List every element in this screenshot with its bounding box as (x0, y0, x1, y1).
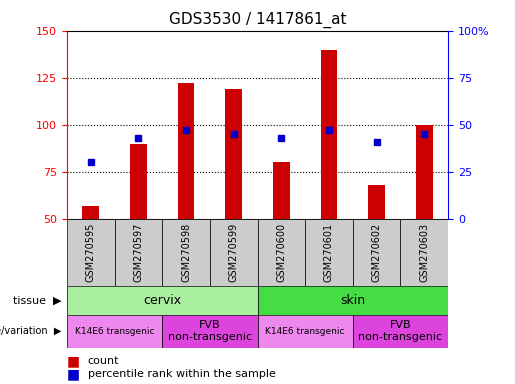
FancyBboxPatch shape (353, 219, 401, 286)
Text: ■: ■ (67, 367, 80, 381)
Text: GSM270597: GSM270597 (133, 223, 143, 282)
FancyBboxPatch shape (67, 286, 258, 315)
FancyBboxPatch shape (67, 315, 162, 348)
Bar (226, 89, 242, 219)
FancyBboxPatch shape (67, 219, 114, 286)
Text: FVB
non-transgenic: FVB non-transgenic (168, 320, 252, 342)
Bar (368, 185, 385, 219)
FancyBboxPatch shape (353, 315, 448, 348)
Text: GSM270599: GSM270599 (229, 223, 238, 282)
Text: count: count (88, 356, 119, 366)
FancyBboxPatch shape (210, 219, 258, 286)
Text: GSM270601: GSM270601 (324, 223, 334, 282)
FancyBboxPatch shape (162, 315, 258, 348)
FancyBboxPatch shape (114, 219, 162, 286)
Text: genotype/variation  ▶: genotype/variation ▶ (0, 326, 62, 336)
Text: ■: ■ (67, 354, 80, 368)
FancyBboxPatch shape (162, 219, 210, 286)
FancyBboxPatch shape (305, 219, 353, 286)
FancyBboxPatch shape (258, 315, 353, 348)
Bar (416, 125, 433, 219)
Bar (82, 206, 99, 219)
FancyBboxPatch shape (258, 219, 305, 286)
Text: GSM270600: GSM270600 (277, 223, 286, 282)
FancyBboxPatch shape (401, 219, 448, 286)
Bar (273, 162, 289, 219)
Text: GSM270603: GSM270603 (419, 223, 429, 282)
Text: GSM270598: GSM270598 (181, 223, 191, 282)
Text: GSM270595: GSM270595 (86, 223, 96, 282)
Text: K14E6 transgenic: K14E6 transgenic (75, 327, 154, 336)
Text: cervix: cervix (143, 294, 181, 307)
Bar (130, 144, 147, 219)
Text: K14E6 transgenic: K14E6 transgenic (265, 327, 345, 336)
FancyBboxPatch shape (258, 286, 448, 315)
Text: skin: skin (340, 294, 365, 307)
Text: percentile rank within the sample: percentile rank within the sample (88, 369, 276, 379)
Text: tissue  ▶: tissue ▶ (13, 295, 62, 306)
Bar (321, 50, 337, 219)
Title: GDS3530 / 1417861_at: GDS3530 / 1417861_at (169, 12, 346, 28)
Bar (178, 83, 194, 219)
Text: GSM270602: GSM270602 (372, 223, 382, 282)
Text: FVB
non-transgenic: FVB non-transgenic (358, 320, 442, 342)
